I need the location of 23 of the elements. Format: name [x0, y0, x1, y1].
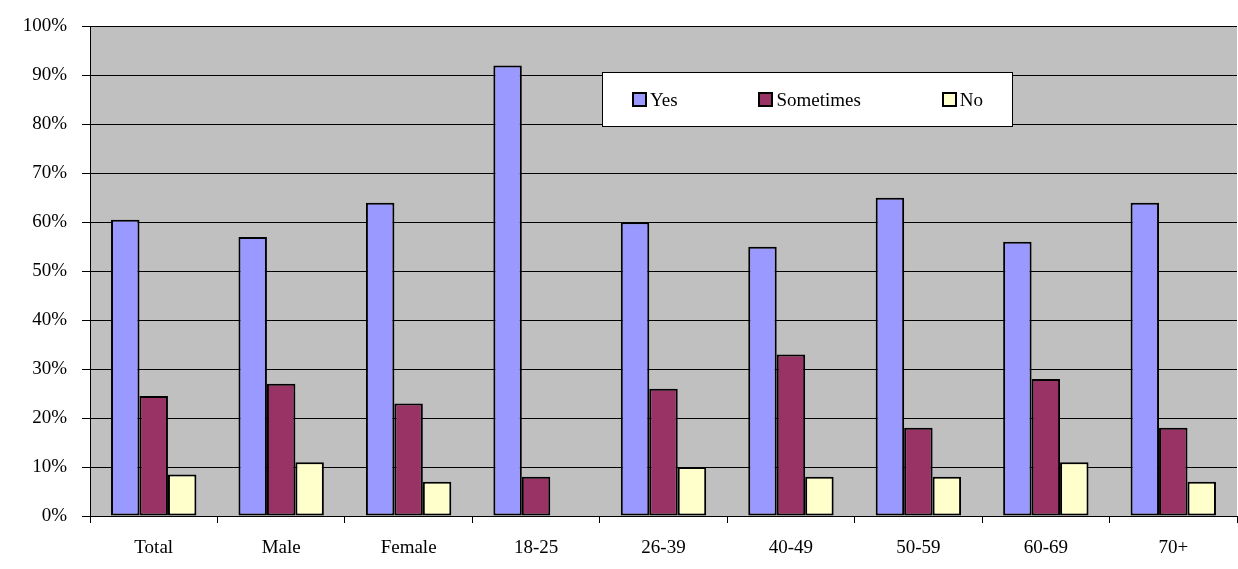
x-tick-label: 26-39 [641, 536, 686, 558]
x-tick-label: Male [261, 536, 301, 558]
x-tick-label: Total [134, 536, 174, 558]
y-tick-label: 40% [32, 308, 68, 330]
y-tick-label: 50% [32, 259, 68, 281]
y-tick-label: 20% [32, 406, 68, 428]
legend-label: Sometimes [776, 88, 861, 111]
legend-label: No [959, 88, 983, 111]
y-tick-label: 70% [32, 161, 68, 183]
x-tick-label: 60-69 [1023, 536, 1068, 558]
x-tick-label: 70+ [1158, 536, 1189, 558]
y-tick-label: 30% [32, 357, 68, 379]
x-tick-label: 50-59 [896, 536, 941, 558]
x-tick-label: 18-25 [513, 536, 559, 558]
y-tick-label: 80% [32, 112, 68, 134]
y-tick-label: 0% [41, 503, 68, 525]
y-tick-label: 10% [32, 455, 68, 477]
y-tick-label: 60% [32, 210, 68, 232]
x-tick-label: Female [380, 536, 437, 558]
y-tick-label: 90% [32, 63, 68, 85]
x-tick-label: 40-49 [768, 536, 814, 558]
y-tick-label: 100% [22, 14, 68, 36]
legend-label: Yes [650, 88, 678, 111]
